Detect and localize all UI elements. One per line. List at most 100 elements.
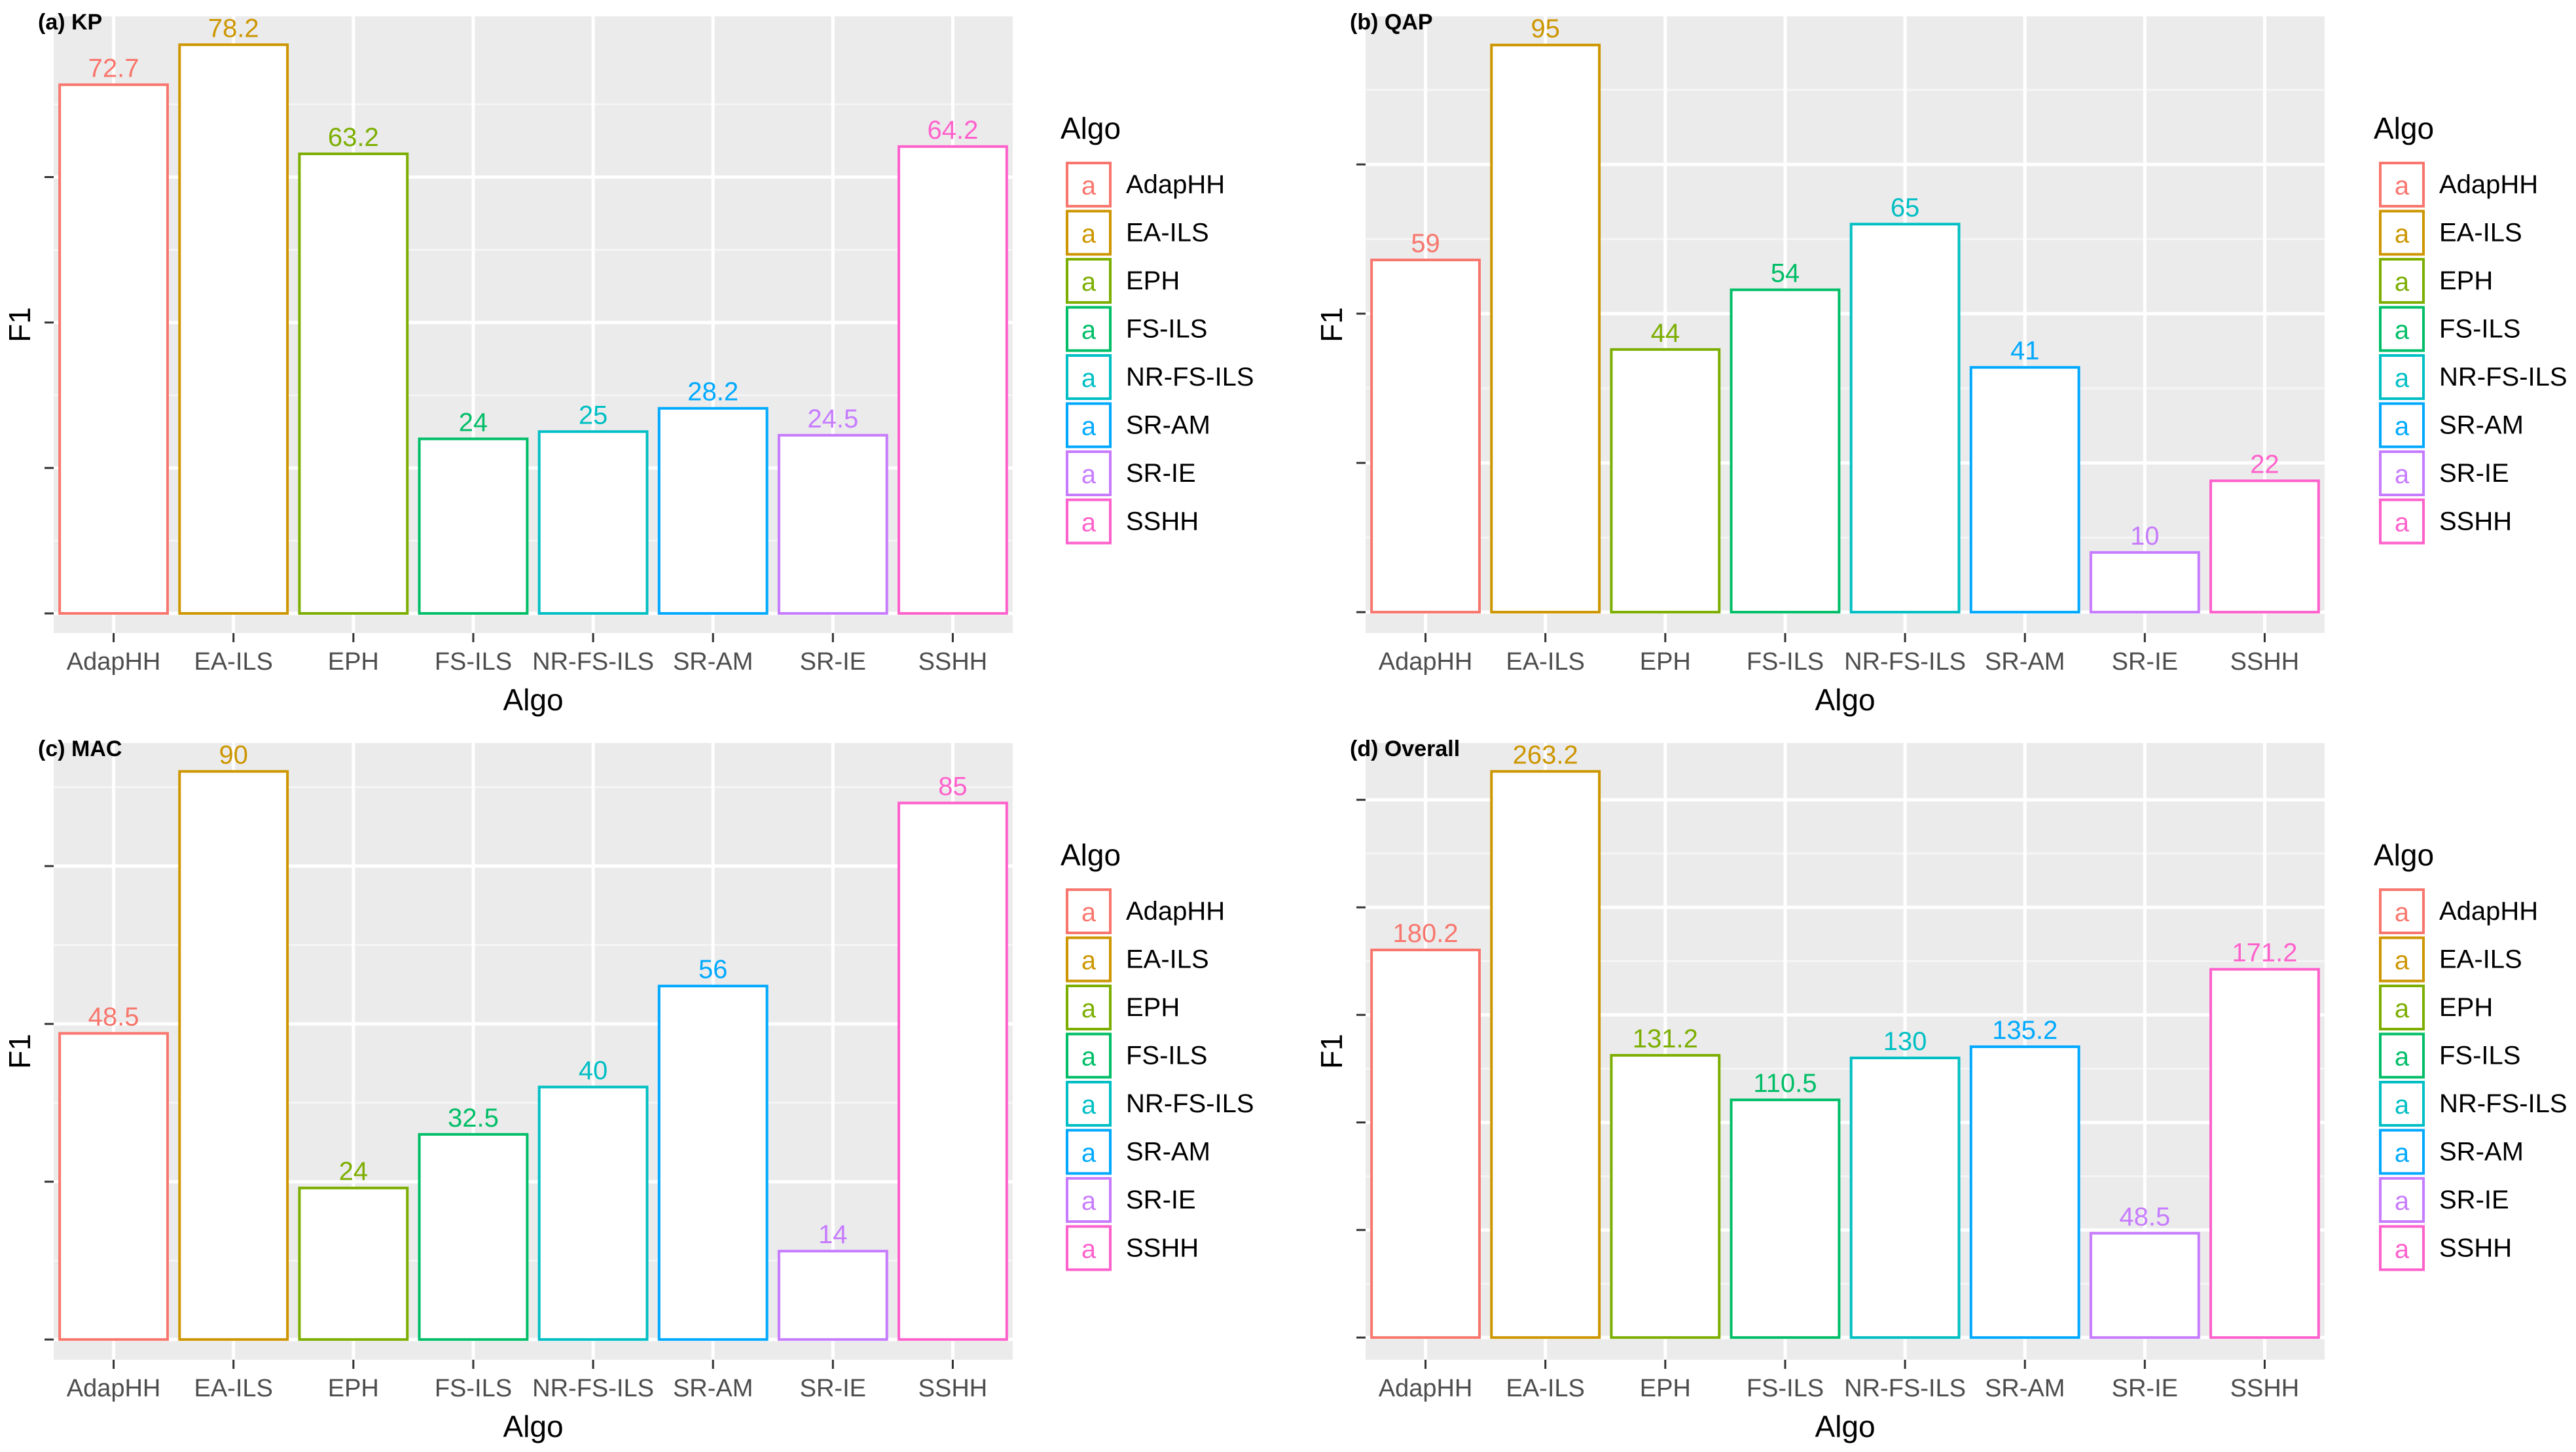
- x-tick-label: SR-IE: [2112, 648, 2178, 676]
- legend-key-swatch: [2379, 258, 2425, 304]
- legend-key-glyph: a: [2395, 220, 2410, 249]
- legend-entry-label: FS-ILS: [1126, 315, 1207, 344]
- bar-value-label: 63.2: [328, 123, 379, 152]
- x-tick-label: EPH: [328, 1375, 379, 1402]
- legend-entry-label: SSHH: [2439, 1234, 2512, 1263]
- bar-value-label: 44: [1651, 319, 1680, 348]
- legend-key-swatch: [1066, 1129, 1112, 1175]
- legend-key-glyph: a: [2395, 268, 2410, 297]
- legend: Algo a AdapHH a EA-ILS a EPH a FS-ILS a NR-FS-ILS a…: [2374, 111, 2567, 545]
- legend-entry-label: EA-ILS: [2439, 945, 2522, 974]
- legend-entry-label: AdapHH: [2439, 897, 2538, 926]
- bar-value-label: 180.2: [1393, 919, 1459, 948]
- bar-ea-ils: [1490, 43, 1601, 614]
- bar-sr-ie: [2089, 551, 2200, 614]
- legend-entry-label: SR-AM: [1126, 411, 1210, 440]
- legend-entry-label: AdapHH: [1126, 897, 1225, 926]
- bar-value-label: 56: [698, 955, 728, 984]
- bar-sr-am: [657, 407, 769, 615]
- legend-key-swatch: [1066, 498, 1112, 545]
- bar-value-label: 24: [459, 408, 488, 437]
- legend-key-swatch: [2379, 209, 2425, 256]
- x-tick-label: EPH: [328, 648, 379, 676]
- legend-key-swatch: [1066, 306, 1112, 352]
- legend-entry-label: SR-AM: [2439, 411, 2524, 440]
- legend-key-swatch: [1066, 209, 1112, 256]
- x-tick-label: EA-ILS: [194, 1375, 272, 1402]
- legend-key-glyph: a: [1081, 1187, 1097, 1216]
- bar-fs-ils: [418, 1133, 529, 1341]
- bar-eph: [1610, 348, 1721, 614]
- legend-key-swatch: [1066, 354, 1112, 400]
- legend-key-swatch: [2379, 888, 2425, 934]
- legend-entry-label: NR-FS-ILS: [1126, 363, 1254, 391]
- x-tick-label: SR-IE: [2112, 1375, 2178, 1402]
- bar-value-label: 10: [2130, 522, 2160, 551]
- x-tick-label: SSHH: [918, 648, 988, 676]
- chart-panel-1: 72.7 AdapHH 78.2 EA-ILS 63.2 EPH 24 FS-ILS 25 NR-…: [3, 10, 1254, 717]
- x-tick-label: EPH: [1640, 648, 1691, 676]
- legend-entry-label: EPH: [2439, 266, 2493, 295]
- x-tick-label: EA-ILS: [1506, 1375, 1584, 1402]
- chart-panel-3: 48.5 AdapHH 90 EA-ILS 24 EPH 32.5 FS-ILS 40 NR-FS…: [3, 736, 1254, 1443]
- legend-entry-label: EA-ILS: [2439, 219, 2522, 247]
- legend-key-swatch: [2379, 306, 2425, 352]
- bar-value-label: 95: [1531, 14, 1560, 43]
- legend-entry-label: NR-FS-ILS: [1126, 1089, 1254, 1118]
- x-tick-label: SR-AM: [1985, 648, 2065, 676]
- legend-entry-label: SR-IE: [2439, 1186, 2509, 1214]
- bar-value-label: 24.5: [807, 405, 858, 433]
- legend-entry-label: SR-AM: [1126, 1138, 1210, 1167]
- bar-value-label: 64.2: [928, 116, 979, 145]
- legend-title: Algo: [1061, 111, 1121, 145]
- x-tick-label: EA-ILS: [1506, 648, 1584, 676]
- bar-value-label: 78.2: [208, 14, 259, 43]
- bar-value-label: 54: [1771, 259, 1800, 288]
- legend-key-glyph: a: [2395, 898, 2410, 927]
- panel-title: (a) KP: [38, 10, 102, 35]
- bar-value-label: 59: [1411, 229, 1440, 258]
- x-tick-label: SSHH: [2230, 1375, 2300, 1402]
- bar-value-label: 135.2: [1992, 1016, 2058, 1045]
- legend-key-swatch: [2379, 450, 2425, 496]
- x-tick-label: SR-AM: [1985, 1375, 2065, 1402]
- legend-key-glyph: a: [2395, 1091, 2410, 1119]
- x-tick-label: SR-AM: [673, 1375, 753, 1402]
- legend-key-glyph: a: [1081, 1139, 1097, 1168]
- legend-key-swatch: [2379, 1032, 2425, 1079]
- legend-key-swatch: [2379, 1129, 2425, 1175]
- legend-title: Algo: [2374, 111, 2434, 145]
- bar-eph: [298, 1186, 409, 1341]
- x-tick-label: FS-ILS: [435, 648, 512, 676]
- x-tick-label: AdapHH: [67, 648, 161, 676]
- bar-value-label: 14: [818, 1220, 848, 1249]
- legend-entry-label: NR-FS-ILS: [2439, 363, 2567, 391]
- bar-value-label: 40: [579, 1056, 608, 1085]
- x-tick-label: EA-ILS: [194, 648, 272, 676]
- legend-key-swatch: [1066, 402, 1112, 448]
- legend-entry-label: SR-AM: [2439, 1138, 2524, 1167]
- legend-key-glyph: a: [2395, 412, 2410, 441]
- legend-entry-label: FS-ILS: [2439, 315, 2520, 344]
- bar-sr-am: [1969, 366, 2080, 614]
- bar-ea-ils: [178, 770, 289, 1341]
- legend-key-glyph: a: [1081, 316, 1097, 345]
- bar-ea-ils: [1490, 770, 1601, 1339]
- legend-key-glyph: a: [1081, 947, 1097, 975]
- bar-value-label: 85: [938, 772, 968, 801]
- bar-ea-ils: [178, 43, 289, 615]
- legend-key-glyph: a: [2395, 316, 2410, 345]
- legend-key-swatch: [1066, 1177, 1112, 1223]
- panel-title: (d) Overall: [1350, 736, 1460, 761]
- legend-key-glyph: a: [1081, 220, 1097, 249]
- legend-key-glyph: a: [2395, 364, 2410, 393]
- legend-title: Algo: [2374, 838, 2434, 872]
- legend-entry-label: EPH: [1126, 266, 1180, 295]
- legend-key-glyph: a: [1081, 412, 1097, 441]
- legend-entry-label: AdapHH: [2439, 170, 2538, 199]
- bar-value-label: 171.2: [2232, 939, 2297, 968]
- bar-sshh: [2209, 479, 2320, 614]
- bar-value-label: 24: [339, 1157, 369, 1186]
- legend-entry-label: SR-IE: [2439, 459, 2509, 488]
